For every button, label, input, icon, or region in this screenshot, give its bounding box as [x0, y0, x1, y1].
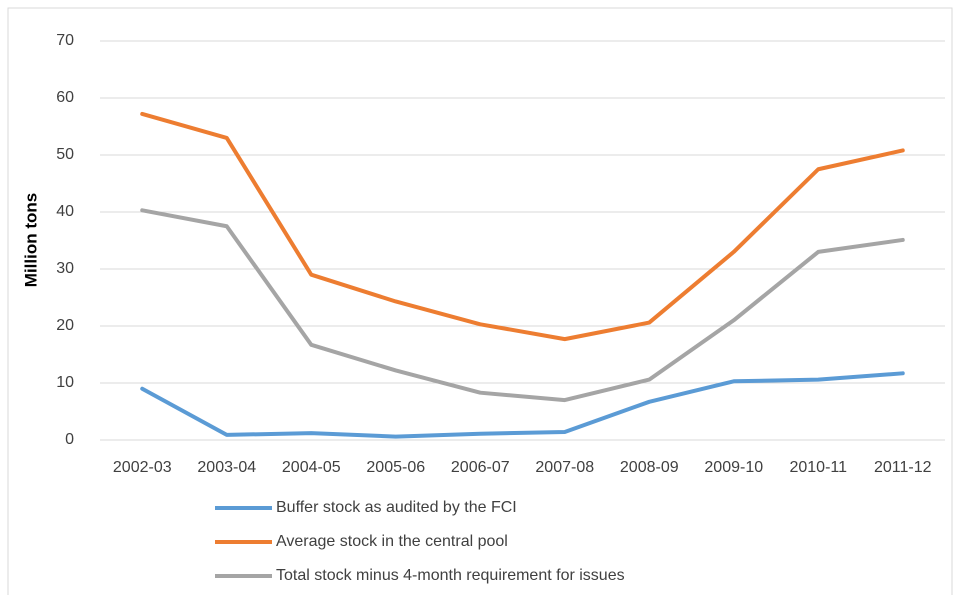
x-tick-label: 2009-10 — [704, 459, 763, 476]
y-tick-label: 0 — [65, 431, 74, 448]
y-tick-label: 40 — [56, 203, 74, 220]
legend-label: Total stock minus 4-month requirement fo… — [276, 567, 625, 584]
y-tick-label: 50 — [56, 146, 74, 163]
x-tick-label: 2005-06 — [366, 459, 425, 476]
x-tick-label: 2006-07 — [451, 459, 510, 476]
legend-label: Buffer stock as audited by the FCI — [276, 499, 517, 516]
series-line — [140, 371, 905, 439]
legend-label: Average stock in the central pool — [276, 533, 508, 550]
y-axis-label: Million tons — [21, 193, 40, 287]
chart-border — [7, 7, 953, 595]
y-tick-label: 20 — [56, 317, 74, 334]
x-tick-label: 2011-12 — [874, 459, 932, 476]
x-tick-label: 2010-11 — [789, 459, 847, 476]
x-tick-label: 2002-03 — [113, 459, 172, 476]
x-tick-label: 2004-05 — [282, 459, 341, 476]
series-line — [140, 111, 905, 342]
y-tick-label: 10 — [56, 374, 74, 391]
y-tick-label: 70 — [56, 32, 74, 49]
x-tick-label: 2003-04 — [197, 459, 256, 476]
x-tick-label: 2007-08 — [535, 459, 594, 476]
x-tick-label: 2008-09 — [620, 459, 679, 476]
y-tick-label: 30 — [56, 260, 74, 277]
y-tick-label: 60 — [56, 89, 74, 106]
series-line — [140, 208, 905, 403]
